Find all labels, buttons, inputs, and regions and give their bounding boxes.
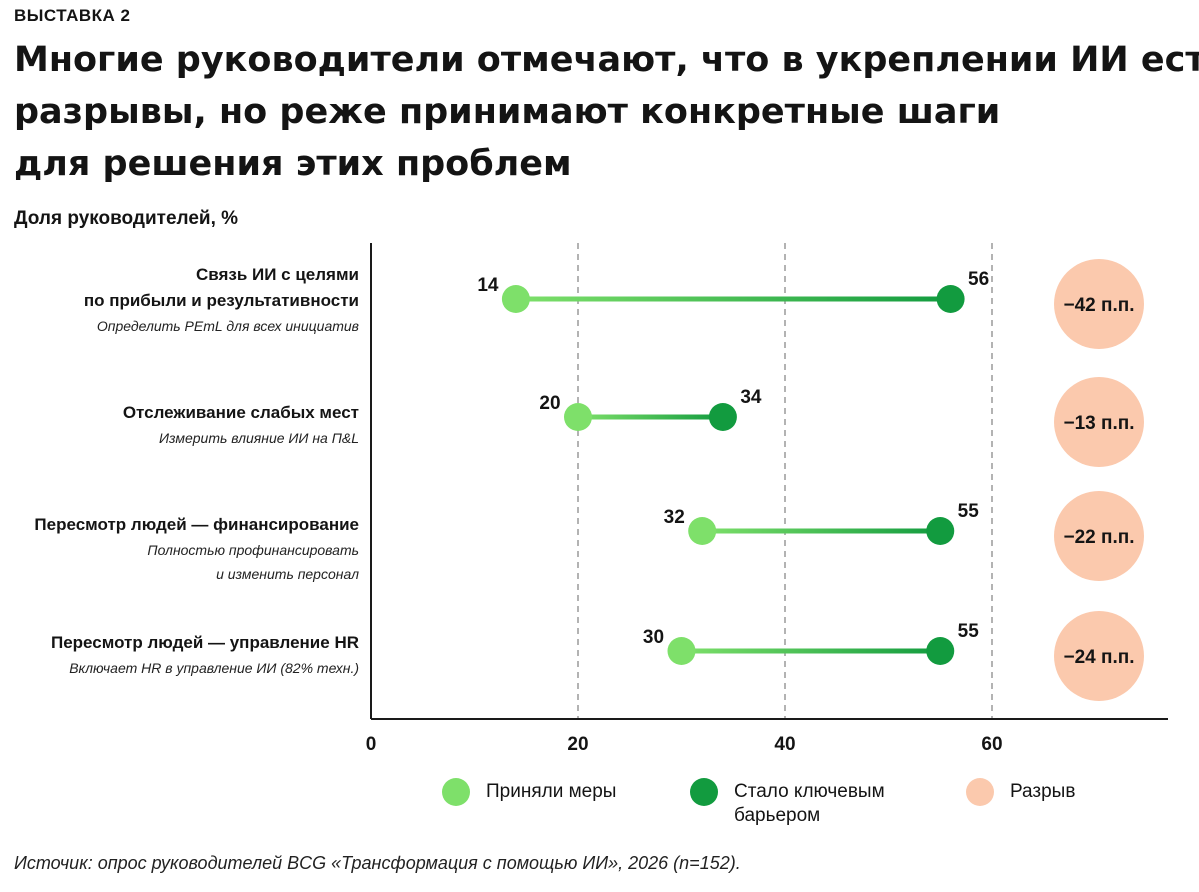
key-barrier-value-label: 55 [958,501,980,522]
legend-swatch-key-barrier [690,778,718,806]
took-action-value-label: 14 [477,275,499,296]
legend-item-key-barrier: Стало ключевым барьером [690,778,885,828]
took-action-point [501,285,530,313]
y-axis-label: Доля руководителей, % [14,208,239,229]
gap-circle [1054,491,1144,581]
row-subtitle: Включает HR в управление ИИ (82% техн.) [69,660,359,676]
gap-value-label: −42 п.п. [1063,295,1134,316]
row-subtitle: Измерить влияние ИИ на П&L [159,430,359,446]
gap-circle [1054,259,1144,349]
gap-value-label: −24 п.п. [1063,647,1134,668]
dumbbell-bar [578,414,723,420]
row-label: Отслеживание слабых мест Измерить влияни… [123,400,359,450]
took-action-value-label: 30 [643,627,664,648]
legend-label: Стало ключевым барьером [734,781,885,826]
gap-circle [1054,611,1144,701]
chart-title: Многие руководители отмечают, что в укре… [14,34,1199,190]
row-subtitle: Определить PEтL для всех инициатив [96,318,359,334]
took-action-point [688,517,717,545]
row-title: Отслеживание слабых мест [122,403,359,422]
legend-swatch-took-action [442,778,470,806]
row-label: Связь ИИ с целями по прибыли и результат… [84,262,359,338]
x-tick-label: 0 [366,734,377,755]
gap-value-label: −13 п.п. [1063,413,1134,434]
title-line: для решения этих проблем [14,144,572,184]
key-barrier-value-label: 34 [740,387,762,408]
exhibit-label: ВЫСТАВКА 2 [14,6,131,25]
row-label: Пересмотр людей — управление HR Включает… [51,630,359,680]
key-barrier-point [708,403,737,431]
row-title: Пересмотр людей — управление HR [51,633,359,652]
x-tick-label: 20 [567,734,588,755]
source-note: Источик: опрос руководителей BCG «Трансф… [14,853,741,873]
legend-swatch-gap [966,778,994,806]
x-tick-label: 40 [774,734,795,755]
key-barrier-value-label: 56 [968,269,989,290]
title-line: разрывы, но реже принимают конкретные ша… [14,92,1001,132]
x-tick-label: 60 [981,734,1002,755]
legend-item-gap: Разрыв [966,778,1075,806]
legend-label: Приняли меры [486,781,617,802]
took-action-point [564,403,592,431]
gap-value-label: −22 п.п. [1063,527,1134,548]
legend-item-took-action: Приняли меры [442,778,616,806]
row-title: Пересмотр людей — финансирование [34,515,359,534]
key-barrier-point [936,285,965,313]
row-label: Пересмотр людей — финансирование Полност… [34,512,359,586]
key-barrier-point [926,517,955,545]
legend-label: Разрыв [1010,781,1076,802]
dumbbell-bar [681,648,941,654]
title-line: Многие руководители отмечают, что в укре… [14,40,1199,80]
took-action-point [667,637,696,665]
key-barrier-point [926,637,955,665]
row-subtitle: Полностью профинансировать и изменить пе… [147,542,359,582]
dumbbell-bar [702,528,941,534]
took-action-value-label: 20 [539,393,560,414]
key-barrier-value-label: 55 [958,621,980,642]
row-title: Связь ИИ с целями по прибыли и результат… [83,265,359,310]
took-action-value-label: 32 [664,507,685,528]
dumbbell-bar [515,296,951,302]
gap-circle [1054,377,1144,467]
